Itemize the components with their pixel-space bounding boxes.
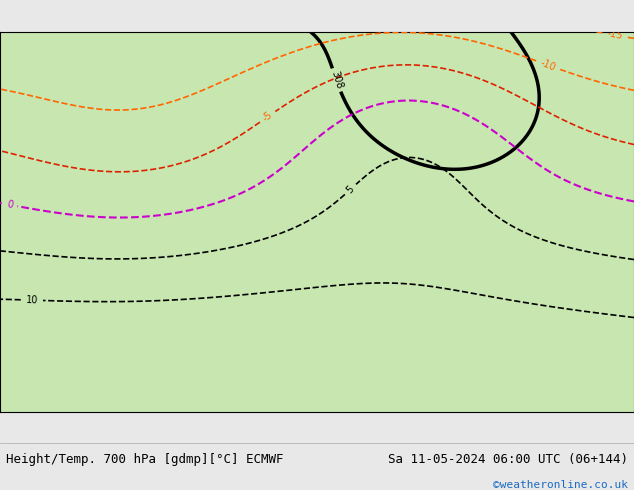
Text: 308: 308 <box>329 70 344 90</box>
Text: -10: -10 <box>539 57 557 73</box>
Text: -5: -5 <box>261 110 275 124</box>
Text: 0: 0 <box>6 199 13 210</box>
Text: -15: -15 <box>606 28 624 42</box>
Text: 10: 10 <box>25 295 38 305</box>
Text: Sa 11-05-2024 06:00 UTC (06+144): Sa 11-05-2024 06:00 UTC (06+144) <box>387 453 628 466</box>
Text: 5: 5 <box>345 184 356 195</box>
Text: Height/Temp. 700 hPa [gdmp][°C] ECMWF: Height/Temp. 700 hPa [gdmp][°C] ECMWF <box>6 453 284 466</box>
Text: ©weatheronline.co.uk: ©weatheronline.co.uk <box>493 480 628 490</box>
